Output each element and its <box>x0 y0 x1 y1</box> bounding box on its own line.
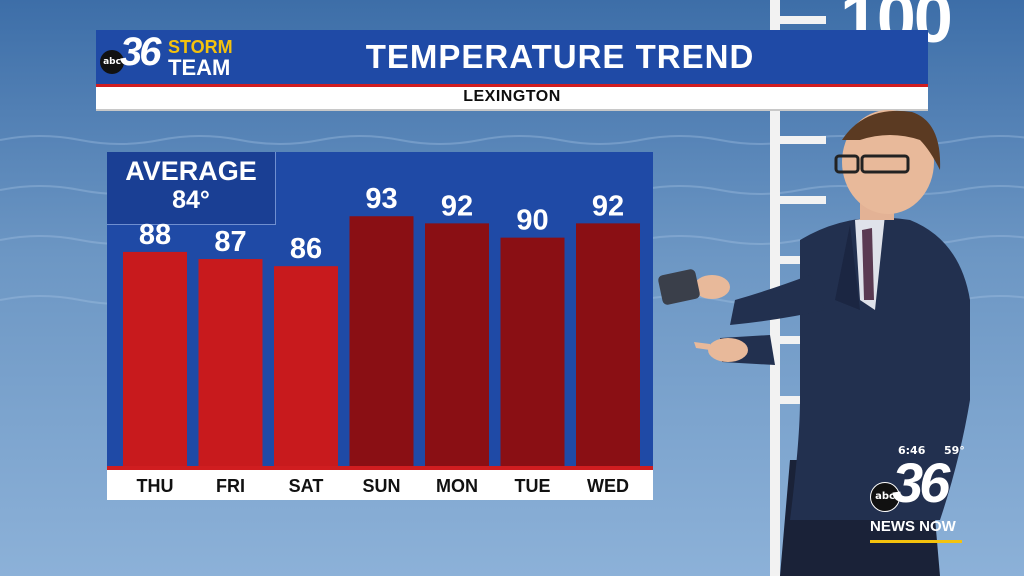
bar-wed <box>576 223 640 466</box>
header-divider <box>96 84 928 87</box>
temperature-bar-chart: 88 THU 87 FRI 86 SAT 93 SUN 92 MON 90 TUE 92 WED <box>123 183 640 496</box>
tick-label-tue: TUE <box>515 476 551 496</box>
bar-tue <box>500 237 565 466</box>
average-label: AVERAGE <box>125 156 257 186</box>
bar-thu <box>123 251 187 466</box>
day-axis-bar <box>107 470 653 500</box>
tick-label-sun: SUN <box>362 476 400 496</box>
tick-label-thu: THU <box>137 476 174 496</box>
bug-channel: 36 <box>892 451 950 514</box>
ruler-tick <box>780 196 826 204</box>
bar-sun <box>349 216 414 466</box>
value-label-sun: 93 <box>365 183 397 215</box>
title-banner: abc 36 STORM TEAM TEMPERATURE TREND <box>96 30 928 84</box>
average-box: AVERAGE 84° <box>107 152 276 225</box>
bar-mon <box>425 223 489 466</box>
value-label-mon: 92 <box>441 190 473 222</box>
value-label-tue: 90 <box>516 205 548 237</box>
bug-time: 6:46 <box>898 444 926 457</box>
value-label-wed: 92 <box>592 190 624 222</box>
logo-number: 36 <box>120 30 161 74</box>
average-value: 84° <box>172 186 210 214</box>
bug-temperature: 59° <box>944 444 965 457</box>
location-bar: LEXINGTON <box>96 87 928 111</box>
location-label: LEXINGTON <box>463 88 561 105</box>
logo-storm: STORM <box>168 37 233 57</box>
station-bug: 6:46 59° abc 36 NEWS NOW <box>866 440 976 550</box>
meteorologist <box>658 110 970 576</box>
chart-baseline <box>107 466 653 470</box>
value-label-fri: 87 <box>214 226 246 258</box>
bar-fri <box>198 259 263 466</box>
value-label-thu: 88 <box>139 219 171 251</box>
logo-team: TEAM <box>168 55 231 80</box>
bug-brand: NEWS NOW <box>870 518 956 535</box>
bug-underline <box>870 540 962 543</box>
tick-label-wed: WED <box>587 476 629 496</box>
value-label-sat: 86 <box>290 233 322 265</box>
tick-label-mon: MON <box>436 476 478 496</box>
abc-network-icon: abc <box>870 482 900 512</box>
page-title: TEMPERATURE TREND <box>365 38 755 75</box>
tick-label-sat: SAT <box>289 476 324 496</box>
abc-logo-icon: abc <box>100 50 124 74</box>
storm-team-logo: abc 36 STORM TEAM <box>100 30 260 80</box>
bar-sat <box>274 266 338 466</box>
ruler-tick <box>780 136 826 144</box>
tick-label-fri: FRI <box>216 476 245 496</box>
ruler-tick <box>780 16 826 24</box>
